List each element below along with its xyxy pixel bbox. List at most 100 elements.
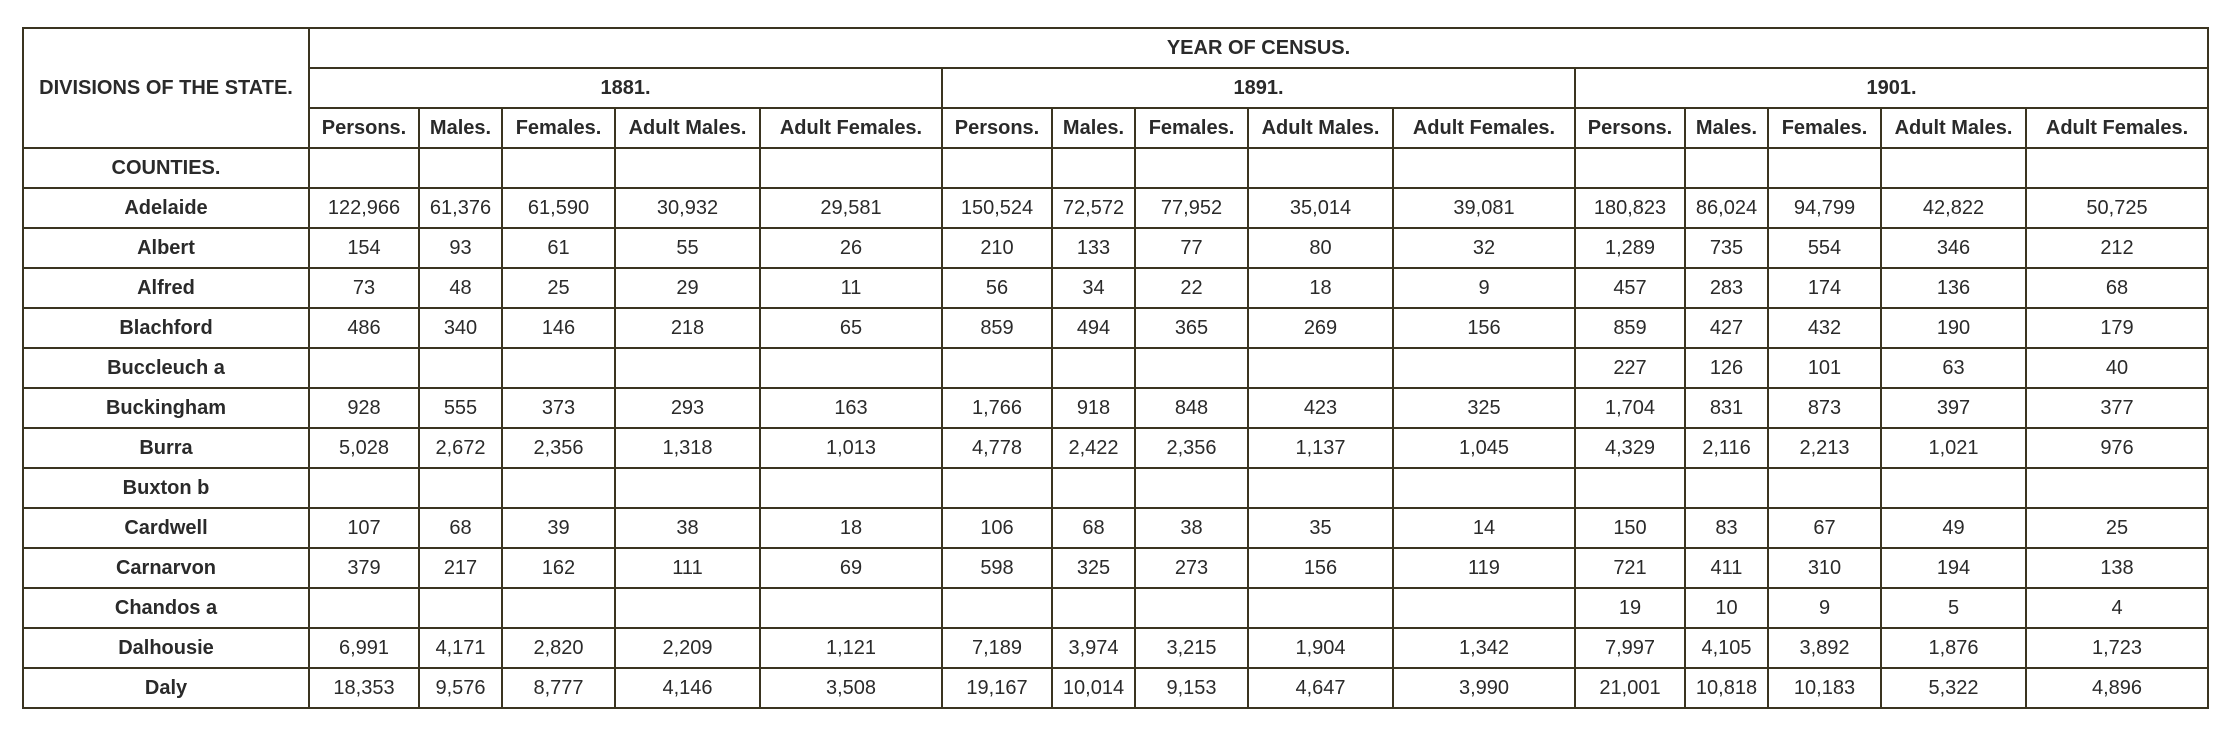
table-cell: 432 (1767, 307, 1882, 349)
table-cell (1684, 147, 1769, 189)
table-cell (614, 467, 761, 509)
table-cell: 29,581 (759, 187, 943, 229)
table-cell: 4 (2024, 587, 2210, 629)
table-cell: 56 (941, 267, 1053, 309)
division-name: Buxton b (22, 467, 310, 509)
table-cell: 7,189 (941, 627, 1053, 669)
column-header: Adult Females. (1392, 107, 1576, 149)
table-cell: 10 (1684, 587, 1769, 629)
table-cell: 457 (1574, 267, 1686, 309)
division-name: Daly (22, 667, 310, 709)
column-header: Adult Females. (2024, 107, 2210, 149)
table-cell: 269 (1247, 307, 1394, 349)
table-cell (941, 587, 1053, 629)
table-row: Chandos a 19 10 9 5 4 (22, 587, 2210, 629)
table-cell (1880, 467, 2027, 509)
table-cell (2024, 147, 2210, 189)
table-cell: 928 (308, 387, 420, 429)
table-cell: 146 (501, 307, 616, 349)
table-cell: 848 (1134, 387, 1249, 429)
table-cell: 38 (614, 507, 761, 549)
table-cell: 190 (1880, 307, 2027, 349)
header-year-of-census: YEAR OF CENSUS. (307, 27, 2210, 69)
table-cell: 80 (1247, 227, 1394, 269)
table-cell: 122,966 (308, 187, 420, 229)
table-cell (1051, 467, 1136, 509)
table-cell: 35 (1247, 507, 1394, 549)
table-cell: 77,952 (1134, 187, 1249, 229)
table-cell (1051, 147, 1136, 189)
division-name: Albert (22, 227, 310, 269)
division-name: Burra (22, 427, 310, 469)
table-cell (1880, 147, 2027, 189)
division-name: Adelaide (22, 187, 310, 229)
table-cell: 29 (614, 267, 761, 309)
division-name: Cardwell (22, 507, 310, 549)
table-cell: 22 (1134, 267, 1249, 309)
table-cell: 106 (941, 507, 1053, 549)
table-cell: 325 (1051, 547, 1136, 589)
table-cell: 4,329 (1574, 427, 1686, 469)
table-cell (941, 347, 1053, 389)
table-cell: 411 (1684, 547, 1769, 589)
table-cell: 73 (308, 267, 420, 309)
division-name: Alfred (22, 267, 310, 309)
table-cell: 2,356 (501, 427, 616, 469)
table-row: Cardwell 107 68 39 38 18 106 68 38 35 14 150 83 67 49 2… (22, 507, 2210, 549)
table-cell: 179 (2024, 307, 2210, 349)
table-cell: 1,013 (759, 427, 943, 469)
table-cell: 32 (1392, 227, 1576, 269)
table-cell: 976 (2024, 427, 2210, 469)
table-row: Dalhousie 6,991 4,171 2,820 2,209 1,121 7,189 3… (22, 627, 2210, 669)
table-cell: 42,822 (1880, 187, 2027, 229)
table-cell (759, 347, 943, 389)
table-cell: 133 (1051, 227, 1136, 269)
table-cell: 18 (1247, 267, 1394, 309)
header-row-columns: Persons. Males. Females. Adult Males. Ad… (23, 107, 2210, 149)
table-cell (1392, 147, 1576, 189)
table-cell: 150 (1574, 507, 1686, 549)
table-cell: 3,892 (1767, 627, 1882, 669)
table-cell: 156 (1392, 307, 1576, 349)
table-cell (2024, 467, 2210, 509)
table-cell: 61,376 (418, 187, 503, 229)
table-cell: 26 (759, 227, 943, 269)
census-table-container: DIVISIONS OF THE STATE. YEAR OF CENSUS. … (22, 27, 2210, 709)
table-cell (614, 587, 761, 629)
table-cell: 365 (1134, 307, 1249, 349)
table-cell: 4,146 (614, 667, 761, 709)
division-name: Chandos a (22, 587, 310, 629)
table-cell: 217 (418, 547, 503, 589)
table-cell: 3,215 (1134, 627, 1249, 669)
table-cell: 11 (759, 267, 943, 309)
table-cell (1574, 147, 1686, 189)
table-cell: 72,572 (1051, 187, 1136, 229)
table-cell: 86,024 (1684, 187, 1769, 229)
table-cell: 1,904 (1247, 627, 1394, 669)
table-cell: 5,028 (308, 427, 420, 469)
table-cell: 63 (1880, 347, 2027, 389)
table-cell (501, 587, 616, 629)
table-cell (1247, 467, 1394, 509)
table-cell: 218 (614, 307, 761, 349)
table-cell (1392, 347, 1576, 389)
table-cell: 859 (941, 307, 1053, 349)
division-name: Dalhousie (22, 627, 310, 669)
table-cell: 138 (2024, 547, 2210, 589)
table-cell: 50,725 (2024, 187, 2210, 229)
table-cell (759, 467, 943, 509)
table-cell: 25 (501, 267, 616, 309)
table-cell: 918 (1051, 387, 1136, 429)
table-cell (1051, 347, 1136, 389)
table-cell: 1,121 (759, 627, 943, 669)
table-cell (308, 147, 420, 189)
table-cell: 9,153 (1134, 667, 1249, 709)
table-cell: 67 (1767, 507, 1882, 549)
table-cell (1051, 587, 1136, 629)
table-cell: 136 (1880, 267, 2027, 309)
table-cell (1247, 587, 1394, 629)
table-cell (501, 347, 616, 389)
table-cell (308, 467, 420, 509)
table-cell (941, 147, 1053, 189)
table-cell: 397 (1880, 387, 2027, 429)
